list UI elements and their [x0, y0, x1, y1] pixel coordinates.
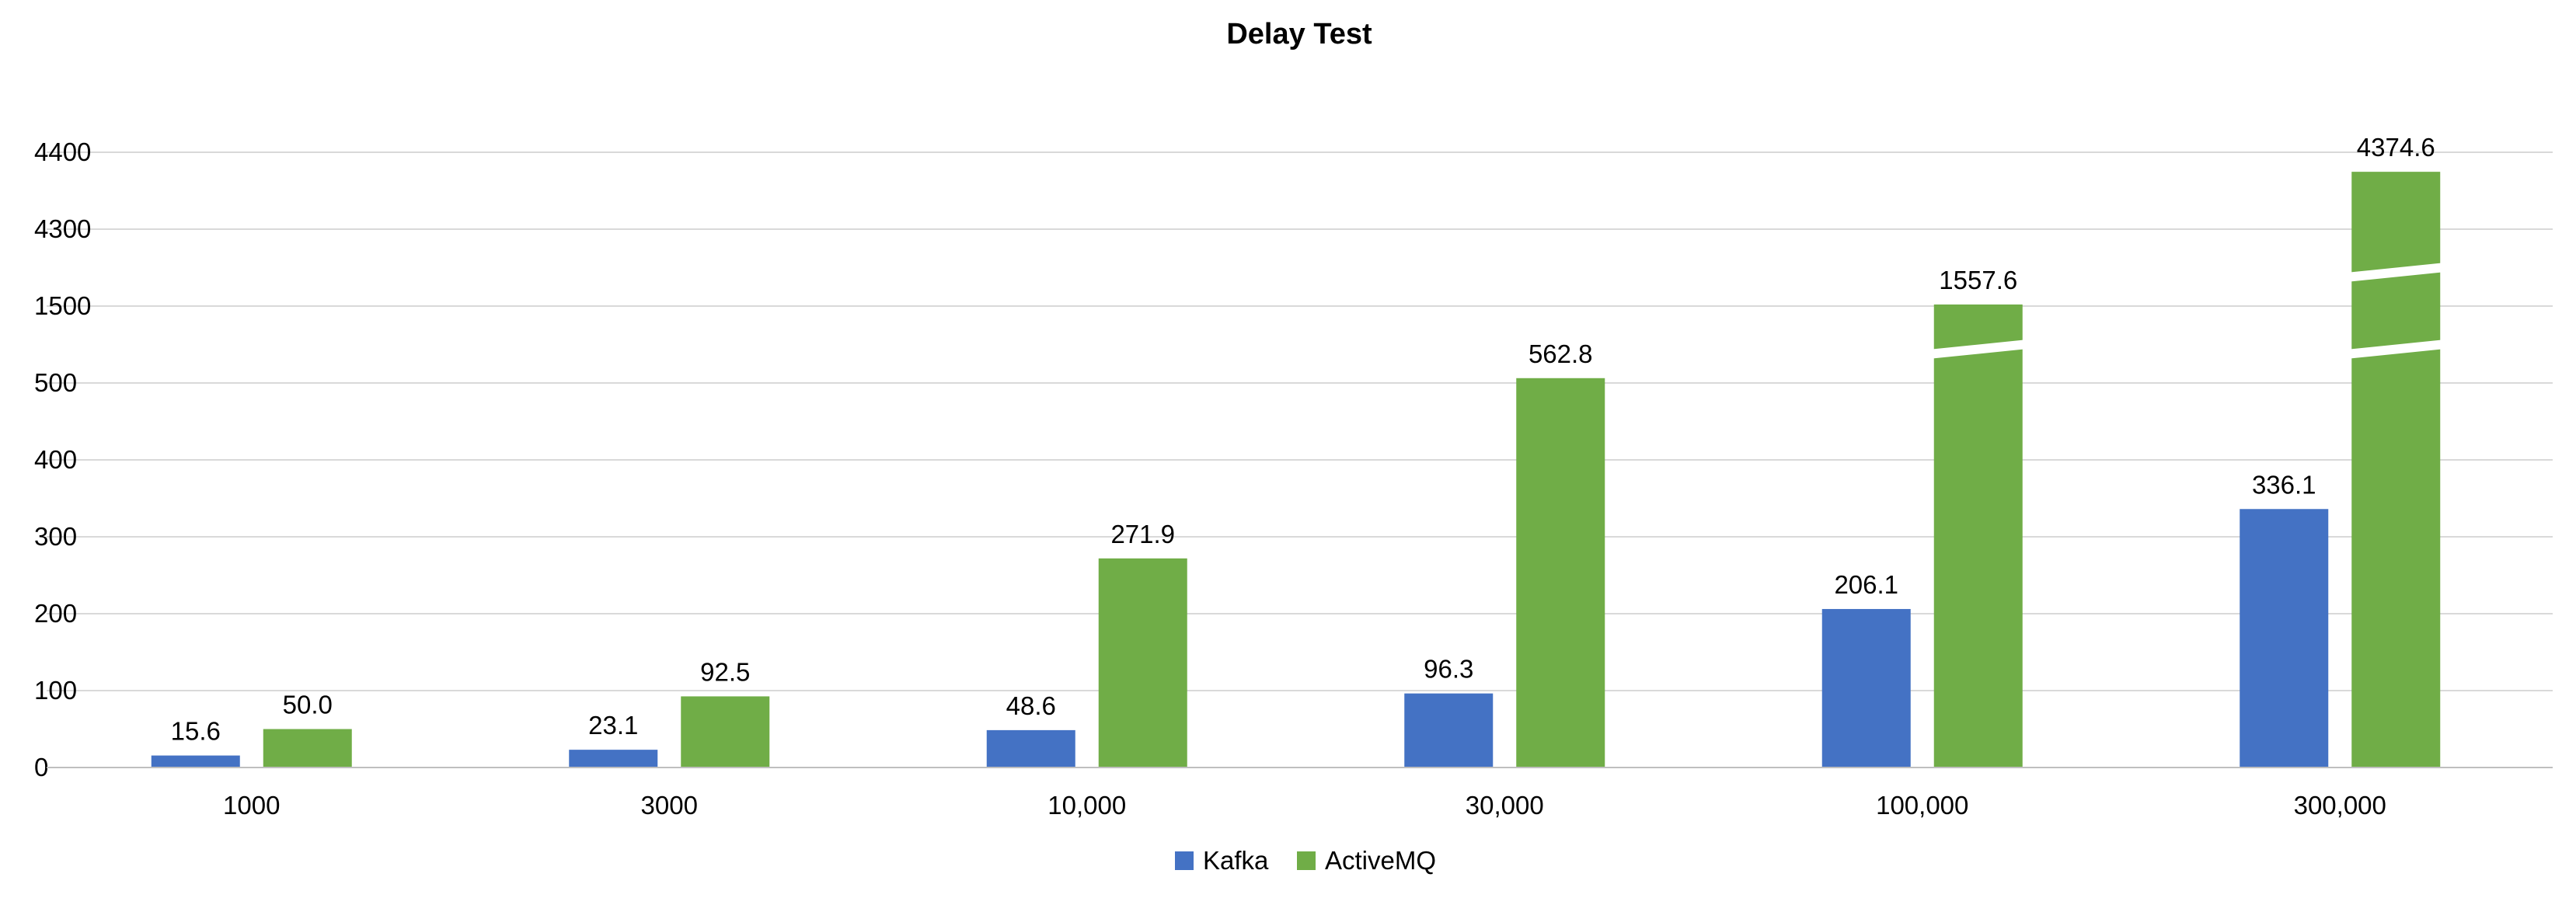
y-tick-label: 0: [34, 753, 48, 781]
bar-kafka: [151, 755, 240, 768]
data-label: 48.6: [1006, 691, 1056, 720]
x-tick-label: 3000: [641, 791, 698, 820]
x-tick-label: 30,000: [1466, 791, 1544, 820]
y-tick-label: 100: [34, 676, 77, 705]
bar-kafka: [569, 750, 658, 768]
legend-label-kafka: Kafka: [1203, 846, 1269, 875]
data-label: 206.1: [1834, 570, 1898, 599]
x-axis-ticks: 1000 3000 10,000 30,000 100,000 300,000: [223, 791, 2386, 820]
data-label: 1557.6: [1939, 266, 2017, 294]
bar-activemq: [263, 729, 352, 768]
legend: Kafka ActiveMQ: [1175, 846, 1436, 875]
bar-activemq: [1098, 558, 1187, 768]
bar-kafka: [986, 729, 1075, 768]
y-tick-label: 400: [34, 445, 77, 474]
bar-activemq: [681, 696, 770, 768]
y-tick-label: 300: [34, 522, 77, 551]
data-label: 15.6: [171, 717, 221, 746]
data-label: 23.1: [588, 711, 638, 740]
x-tick-label: 100,000: [1876, 791, 1968, 820]
axis-break-mark: [1932, 339, 2024, 359]
axis-break-mark: [2350, 339, 2442, 359]
data-label: 271.9: [1110, 520, 1175, 548]
legend-swatch-kafka: [1175, 851, 1194, 870]
bar-activemq: [1933, 304, 2023, 768]
data-label: 96.3: [1424, 655, 1473, 684]
data-label: 92.5: [700, 657, 750, 686]
bar-kafka: [2240, 509, 2329, 768]
bar-activemq: [2351, 172, 2441, 768]
legend-label-activemq: ActiveMQ: [1325, 846, 1436, 875]
data-label: 50.0: [283, 691, 333, 719]
bar-activemq: [1516, 378, 1605, 768]
data-label: 562.8: [1529, 339, 1593, 368]
data-label: 4374.6: [2357, 133, 2435, 162]
legend-swatch-activemq: [1297, 851, 1316, 870]
x-tick-label: 1000: [223, 791, 280, 820]
y-tick-label: 4400: [34, 137, 91, 166]
gridlines: [47, 151, 2553, 691]
bar-kafka: [1821, 608, 1911, 768]
x-tick-label: 10,000: [1047, 791, 1126, 820]
y-axis-ticks: 0 100 200 300 400 500 1500 4300 4400: [34, 137, 91, 781]
data-label: 336.1: [2252, 470, 2316, 499]
x-tick-label: 300,000: [2294, 791, 2386, 820]
axis-break-mark: [2350, 263, 2442, 282]
bars: [151, 172, 2442, 768]
y-tick-label: 4300: [34, 214, 91, 243]
bar-kafka: [1404, 693, 1494, 768]
y-tick-label: 500: [34, 368, 77, 397]
y-tick-label: 1500: [34, 291, 91, 320]
y-tick-label: 200: [34, 599, 77, 628]
data-labels: 15.6 50.0 23.1 92.5 48.6 271.9 96.3 562.8 206.1 1…: [171, 133, 2435, 745]
chart-title: Delay Test: [1226, 18, 1372, 50]
